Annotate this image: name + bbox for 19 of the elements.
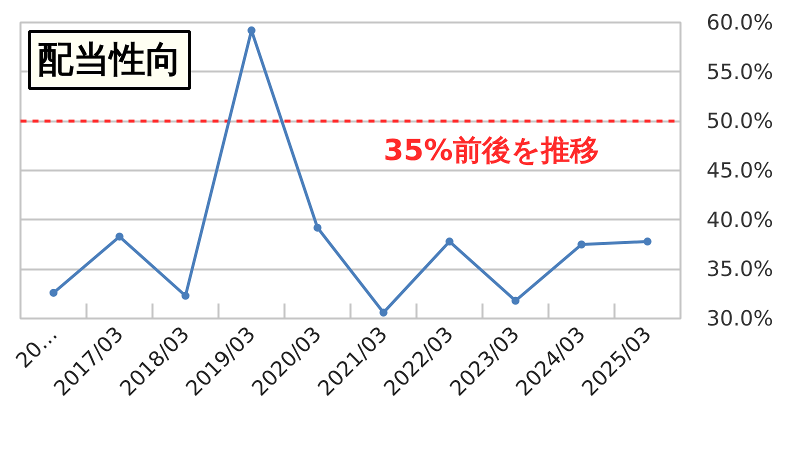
point (182, 292, 190, 300)
y-tick-label: 30.0% (706, 306, 774, 330)
point (380, 308, 388, 317)
y-tick-label: 60.0% (706, 10, 774, 34)
point (248, 26, 256, 34)
y-tick-label: 50.0% (706, 109, 774, 134)
ref-line-label: 35%前後を推移 (384, 133, 599, 168)
point (50, 288, 58, 297)
point (578, 240, 586, 248)
text: 配当性向 (38, 40, 182, 80)
point (512, 296, 520, 305)
y-tick-label: 45.0% (706, 158, 774, 182)
point (446, 238, 454, 246)
y-tick-label: 35.0% (706, 257, 774, 282)
point (314, 224, 322, 232)
y-tick-label: 40.0% (706, 208, 774, 232)
y-tick-label: 55.0% (706, 60, 774, 84)
point (644, 238, 652, 246)
point (116, 232, 124, 241)
